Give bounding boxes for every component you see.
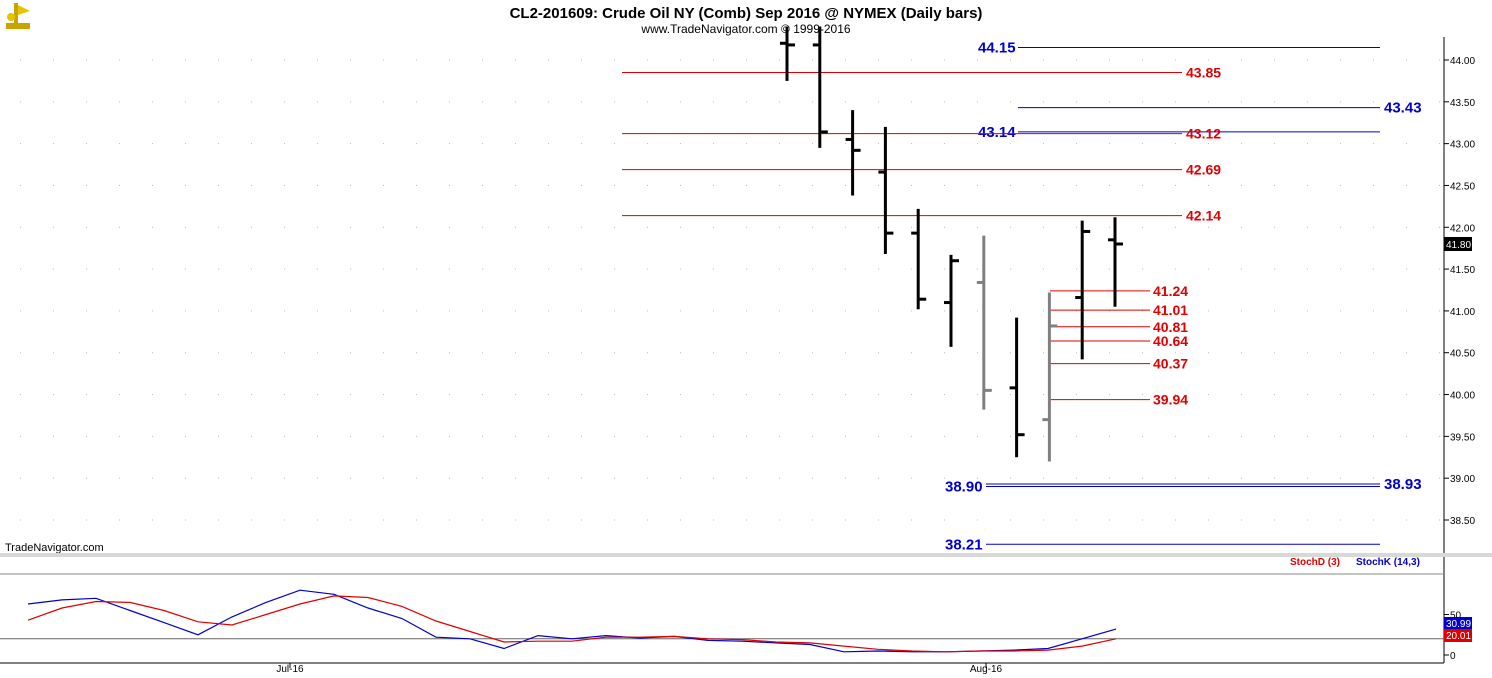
level-label: 38.90 — [945, 479, 983, 496]
price-axis-label: 38.50 — [1450, 516, 1475, 527]
level-label: 43.12 — [1186, 126, 1221, 142]
stoch-value-label: 20.01 — [1446, 631, 1471, 642]
stoch-line-d — [27, 595, 1117, 653]
price-axis-label: 40.00 — [1450, 391, 1475, 402]
pane-separator[interactable] — [0, 553, 1492, 557]
last-price-box — [1444, 237, 1472, 251]
level-label: 42.69 — [1186, 162, 1221, 178]
title-bar — [0, 0, 1492, 37]
stoch-line-k — [27, 589, 1117, 653]
price-axis-label: 39.00 — [1450, 474, 1475, 485]
level-label: 40.81 — [1153, 319, 1188, 335]
chart-title: CL2-201609: Crude Oil NY (Comb) Sep 2016… — [510, 5, 983, 22]
x-axis-label: Jul-16 — [276, 664, 304, 675]
price-levels: 44.15 43.85 43.43 43.14 43.12 42.69 42.14 41.24… — [622, 39, 1422, 553]
level-label: 38.21 — [945, 536, 983, 553]
x-axis: Jul-16 Aug-16 — [276, 663, 1003, 675]
level-label: 38.93 — [1384, 476, 1422, 493]
legend-stoch-k: StochK (14,3) — [1356, 557, 1420, 568]
price-pane — [0, 37, 1444, 554]
level-label: 41.24 — [1153, 283, 1188, 299]
level-label: 43.14 — [978, 124, 1016, 141]
price-axis-label: 42.50 — [1450, 181, 1475, 192]
price-bars — [780, 26, 1123, 462]
x-axis-label: Aug-16 — [970, 664, 1003, 675]
price-axis: 44.00 43.50 43.00 42.50 42.00 41.50 41.00 40.50… — [1444, 56, 1475, 527]
price-axis-label: 41.50 — [1450, 265, 1475, 276]
stoch-value-label: 30.99 — [1446, 619, 1471, 630]
level-label: 39.94 — [1153, 392, 1188, 408]
stoch-axis-label: 50 — [1450, 611, 1462, 622]
price-axis-label: 40.50 — [1450, 349, 1475, 360]
level-label: 41.01 — [1153, 302, 1188, 318]
price-axis-label: 43.50 — [1450, 98, 1475, 109]
price-axis-label: 43.00 — [1450, 140, 1475, 151]
legend-stoch-d: StochD (3) — [1290, 557, 1340, 568]
level-label: 42.14 — [1186, 208, 1221, 224]
copyright-text: www.TradeNavigator.com © 1999-2016 — [640, 22, 850, 36]
trade-navigator-logo-icon — [6, 3, 30, 29]
level-label: 40.64 — [1153, 333, 1188, 349]
price-axis-label: 42.00 — [1450, 223, 1475, 234]
price-axis-label: 39.50 — [1450, 432, 1475, 443]
level-label: 44.15 — [978, 39, 1016, 56]
watermark-text: TradeNavigator.com — [5, 542, 104, 554]
level-label: 40.37 — [1153, 356, 1188, 372]
stoch-value-box — [1444, 629, 1472, 642]
price-axis-label: 44.00 — [1450, 56, 1475, 67]
level-label: 43.43 — [1384, 100, 1422, 117]
stoch-value-box — [1444, 617, 1472, 630]
last-price-label: 41.80 — [1446, 240, 1471, 251]
level-label: 43.85 — [1186, 65, 1221, 81]
price-axis-label: 41.00 — [1450, 307, 1475, 318]
stoch-axis-label: 0 — [1450, 651, 1456, 662]
